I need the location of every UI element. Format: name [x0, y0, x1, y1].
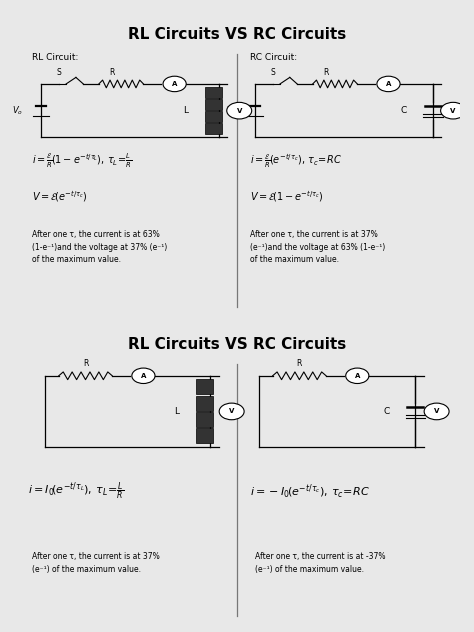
Text: R: R: [323, 68, 329, 76]
Text: L: L: [183, 106, 188, 115]
Text: C: C: [401, 106, 407, 115]
Text: $i = -I_0\!\left(e^{-t/\tau_c}\right),\,\tau_c\!=\!RC$: $i = -I_0\!\left(e^{-t/\tau_c}\right),\,…: [250, 483, 370, 501]
Circle shape: [441, 102, 465, 119]
Bar: [205, 87, 222, 99]
Text: S: S: [270, 68, 275, 76]
Text: A: A: [172, 81, 177, 87]
Text: $V_o$: $V_o$: [226, 104, 237, 117]
Text: A: A: [386, 81, 391, 87]
Text: RL Circuits VS RC Circuits: RL Circuits VS RC Circuits: [128, 337, 346, 352]
Text: L: L: [174, 407, 179, 416]
Text: $V_o$: $V_o$: [12, 104, 23, 117]
Text: RL Circuits VS RC Circuits: RL Circuits VS RC Circuits: [128, 27, 346, 42]
Circle shape: [346, 368, 369, 384]
Text: C: C: [383, 407, 389, 416]
Bar: [196, 396, 213, 411]
Text: After one τ, the current is at 63%
(1-e⁻¹)and the voltage at 37% (e⁻¹)
of the ma: After one τ, the current is at 63% (1-e⁻…: [32, 230, 167, 264]
Text: $i = \frac{\mathcal{E}}{R}\!\left(e^{-t/\tau_c}\right),\,\tau_c\!=\!RC$: $i = \frac{\mathcal{E}}{R}\!\left(e^{-t/…: [250, 152, 342, 170]
Text: $i = \frac{\mathcal{E}}{R}\!\left(1-e^{-t/\tau_{\!L}}\right),\,\tau_L\!=\!\frac{: $i = \frac{\mathcal{E}}{R}\!\left(1-e^{-…: [32, 152, 133, 170]
Bar: [205, 99, 222, 110]
Text: $i = I_0\!\left(e^{-t/\tau_L}\right),\,\tau_L\!=\!\frac{L}{R}$: $i = I_0\!\left(e^{-t/\tau_L}\right),\,\…: [27, 481, 124, 502]
Bar: [205, 123, 222, 134]
Circle shape: [132, 368, 155, 384]
Circle shape: [377, 76, 400, 92]
Text: After one τ, the current is at 37%
(e⁻¹) of the maximum value.: After one τ, the current is at 37% (e⁻¹)…: [32, 552, 160, 574]
Text: S: S: [56, 68, 61, 76]
Text: R: R: [109, 68, 115, 76]
Bar: [196, 412, 213, 427]
Circle shape: [219, 403, 244, 420]
Text: After one τ, the current is at 37%
(e⁻¹)and the voltage at 63% (1-e⁻¹)
of the ma: After one τ, the current is at 37% (e⁻¹)…: [250, 230, 386, 264]
Text: R: R: [83, 360, 88, 368]
Circle shape: [424, 403, 449, 420]
Text: RL Circuit:: RL Circuit:: [32, 52, 78, 62]
Circle shape: [227, 102, 252, 119]
Circle shape: [163, 76, 186, 92]
Text: V: V: [450, 107, 456, 114]
Text: A: A: [141, 373, 146, 379]
Text: After one τ, the current is at -37%
(e⁻¹) of the maximum value.: After one τ, the current is at -37% (e⁻¹…: [255, 552, 385, 574]
Text: V: V: [237, 107, 242, 114]
Text: V: V: [229, 408, 234, 415]
Bar: [205, 111, 222, 122]
Text: $V = \mathcal{E}\!\left(1-e^{-t/\tau_c}\right)$: $V = \mathcal{E}\!\left(1-e^{-t/\tau_c}\…: [250, 190, 324, 204]
Bar: [196, 428, 213, 444]
Text: R: R: [297, 360, 302, 368]
Text: RC Circuit:: RC Circuit:: [250, 52, 298, 62]
Text: V: V: [434, 408, 439, 415]
Text: $V = \mathcal{E}\!\left(e^{-t/\tau_c}\right)$: $V = \mathcal{E}\!\left(e^{-t/\tau_c}\ri…: [32, 190, 88, 204]
Bar: [196, 379, 213, 394]
Text: A: A: [355, 373, 360, 379]
